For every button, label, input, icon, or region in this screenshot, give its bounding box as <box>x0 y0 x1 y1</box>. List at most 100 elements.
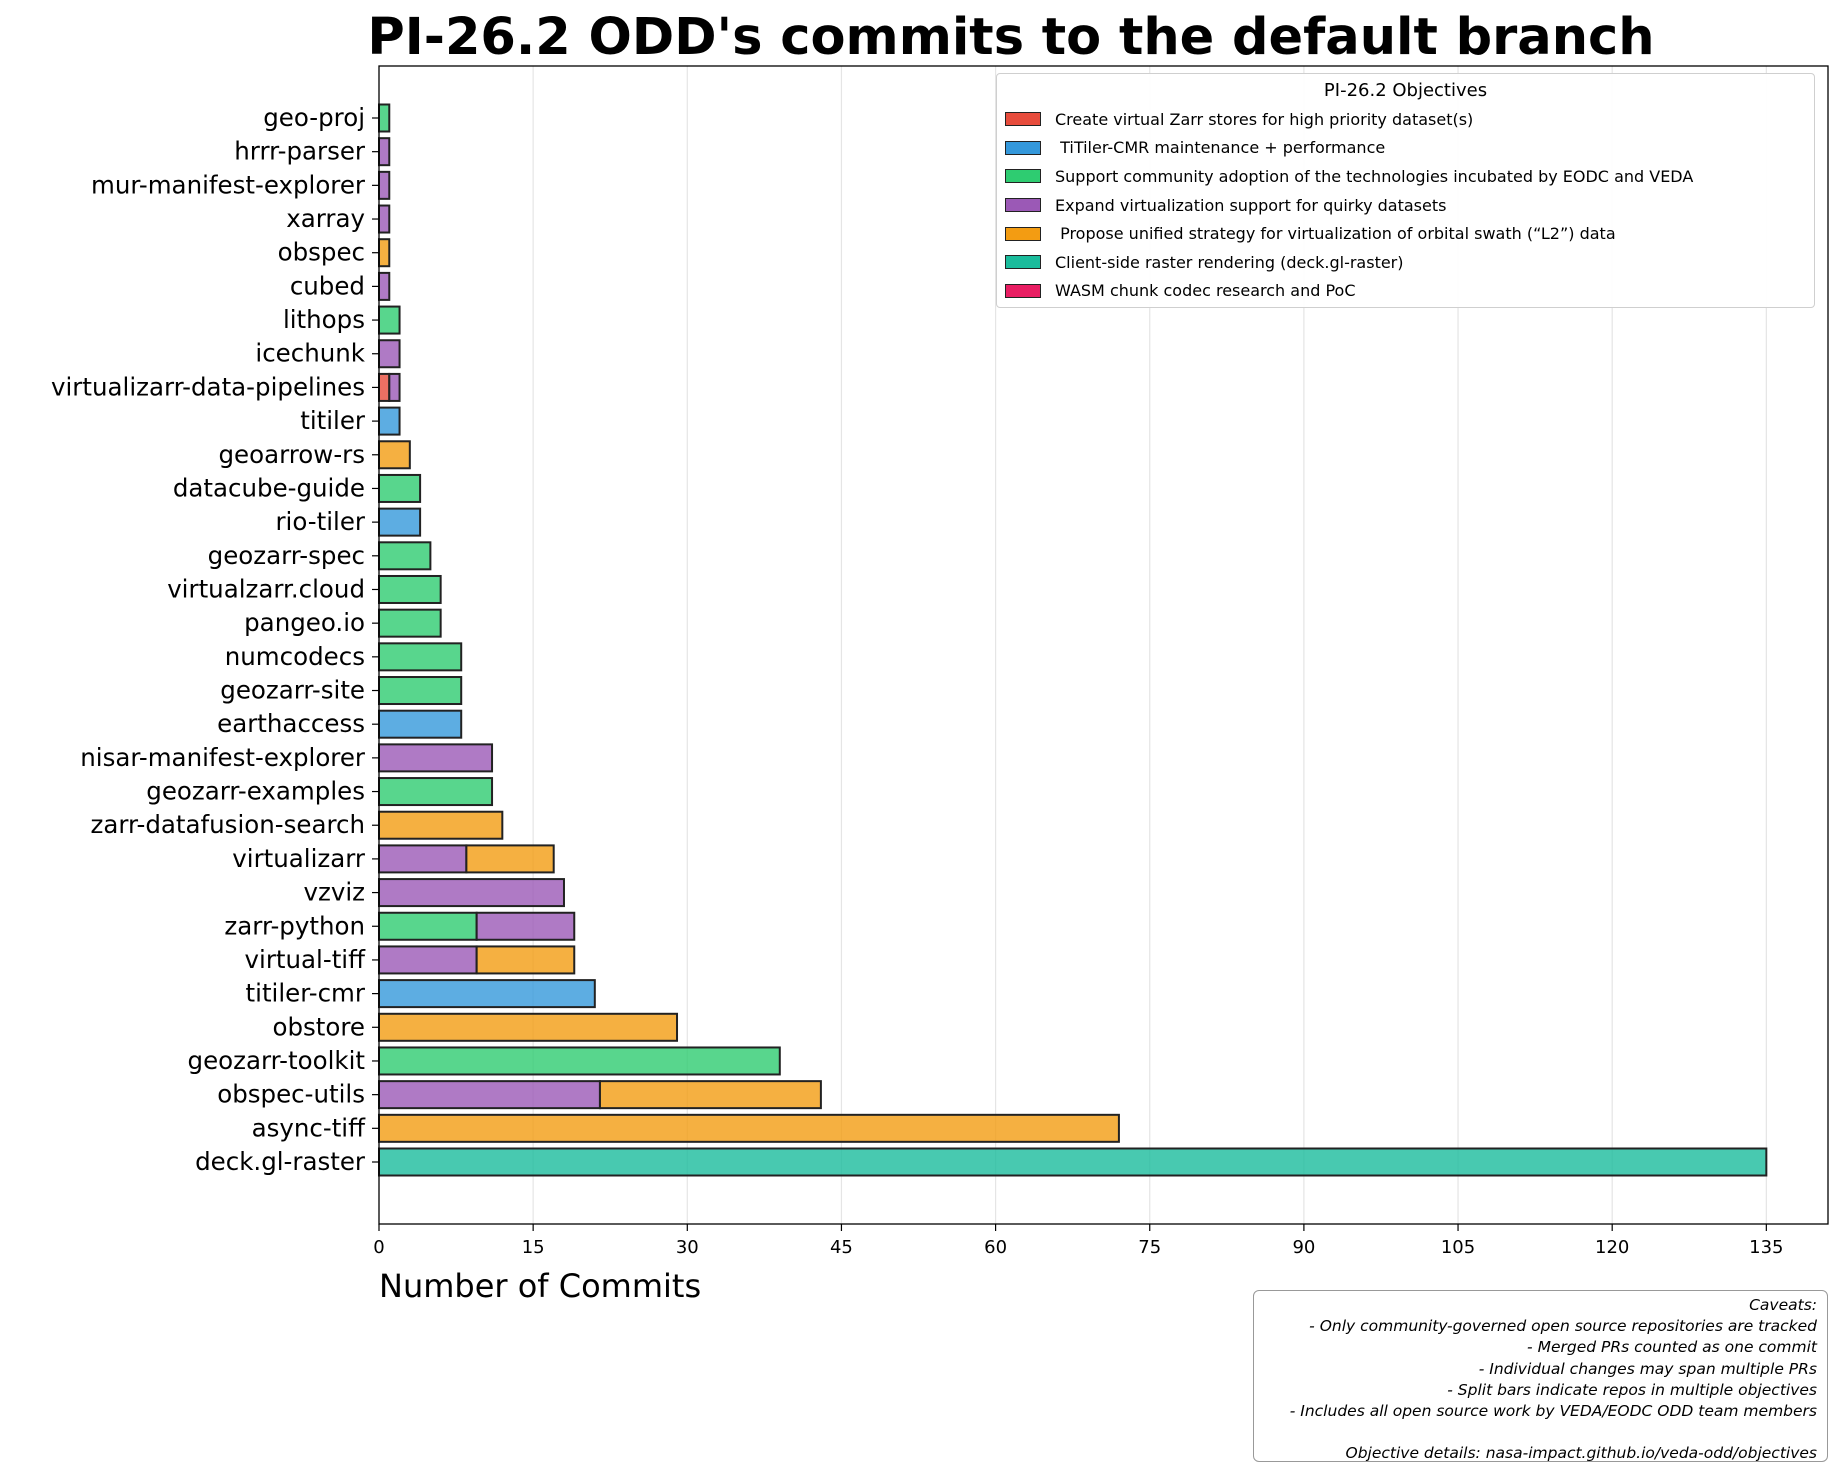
legend-label: Create virtual Zarr stores for high prio… <box>1055 109 1474 129</box>
bars <box>378 103 1768 1177</box>
legend-title: PI-26.2 Objectives <box>1323 80 1488 101</box>
x-tick-label: 90 <box>1292 1237 1315 1258</box>
y-tick-label: hrrr-parser <box>234 137 366 166</box>
bar-segment <box>378 507 422 537</box>
y-tick-label: virtualizarr-data-pipelines <box>51 372 365 401</box>
bar-segment <box>378 137 391 167</box>
y-tick-label: deck.gl-raster <box>195 1147 366 1176</box>
x-tick-label: 30 <box>676 1237 699 1258</box>
y-tick-label: datacube-guide <box>173 473 365 502</box>
y-tick-label: icechunk <box>255 339 365 368</box>
y-tick-label: geoarrow-rs <box>218 440 365 469</box>
bar-segment <box>378 170 391 200</box>
bar-segment <box>378 1080 601 1110</box>
x-tick-label: 15 <box>522 1237 545 1258</box>
bar-segment <box>378 979 596 1009</box>
legend-item: Client-side raster rendering (deck.gl-ra… <box>997 248 1814 277</box>
bar-segment <box>475 911 576 941</box>
legend-item: TiTiler-CMR maintenance + performance <box>997 134 1814 163</box>
bar-segment <box>378 339 401 369</box>
bar-segment <box>378 676 463 706</box>
bar-segment <box>378 709 463 739</box>
legend-swatch <box>1005 226 1041 241</box>
bar-segment <box>475 945 576 975</box>
y-tick-label: virtual-tiff <box>245 945 367 974</box>
x-tick-label: 0 <box>373 1237 384 1258</box>
legend-item: Expand virtualization support for quirky… <box>997 191 1814 220</box>
legend-label: Propose unified strategy for virtualizat… <box>1055 224 1616 244</box>
y-tick-label: rio-tiler <box>275 507 365 536</box>
caveat-line: - Includes all open source work by VEDA/… <box>1289 1402 1817 1421</box>
x-tick-label: 120 <box>1595 1237 1629 1258</box>
legend-label: TiTiler-CMR maintenance + performance <box>1055 138 1386 158</box>
bar-segment <box>378 1046 781 1076</box>
x-axis-label: Number of Commits <box>379 1267 701 1305</box>
y-tick-label: obstore <box>272 1012 365 1041</box>
bar-segment <box>388 372 401 402</box>
bar-segment <box>378 305 401 335</box>
y-tick-label: obspec-utils <box>217 1080 365 1109</box>
caveat-line: - Only community-governed open source re… <box>1309 1317 1817 1336</box>
x-tick-label: 60 <box>984 1237 1007 1258</box>
bar-segment <box>598 1080 822 1110</box>
y-tick-label: lithops <box>283 305 365 334</box>
y-tick-label: zarr-python <box>224 911 365 940</box>
caveat-line: - Individual changes may span multiple P… <box>1478 1359 1817 1378</box>
y-tick-label: pangeo.io <box>244 608 365 637</box>
bar-segment <box>378 810 504 840</box>
y-tick-label: earthaccess <box>217 709 365 738</box>
bar-segment <box>378 608 442 638</box>
caveat-line: - Split bars indicate repos in multiple … <box>1447 1380 1817 1399</box>
y-tick-label: geozarr-examples <box>146 777 365 806</box>
bar-segment <box>378 1147 1768 1177</box>
bar-segment <box>378 440 411 470</box>
y-tick-label: virtualzarr.cloud <box>167 574 365 603</box>
bar-segment <box>378 271 391 301</box>
bar-segment <box>465 844 555 874</box>
legend-swatch <box>1005 169 1041 184</box>
bar-segment <box>378 945 478 975</box>
legend-swatch <box>1005 112 1041 127</box>
bar-segment <box>378 777 494 807</box>
caveat-line: - Merged PRs counted as one commit <box>1527 1338 1817 1357</box>
y-tick-label: virtualizarr <box>232 844 366 873</box>
y-tick-label: titiler-cmr <box>246 979 366 1008</box>
x-tick-label: 135 <box>1749 1237 1783 1258</box>
bar-segment <box>378 473 422 503</box>
bar-segment <box>378 911 478 941</box>
legend-swatch <box>1005 198 1041 213</box>
bar-segment <box>378 1113 1120 1143</box>
legend-item: WASM chunk codec research and PoC <box>997 277 1814 306</box>
bar-segment <box>378 541 432 571</box>
y-tick-label: mur-manifest-explorer <box>91 170 366 199</box>
y-tick-label: titiler <box>300 406 366 435</box>
legend-label: WASM chunk codec research and PoC <box>1055 281 1356 301</box>
x-tick-label: 105 <box>1441 1237 1475 1258</box>
y-tick-label: vzviz <box>303 878 365 907</box>
x-axis-ticks: 0 15 30 45 60 75 90 105 120 135 <box>373 1224 1784 1258</box>
y-tick-label: cubed <box>290 271 365 300</box>
legend-label: Client-side raster rendering (deck.gl-ra… <box>1055 252 1404 272</box>
x-tick-label: 75 <box>1138 1237 1161 1258</box>
y-tick-label: geozarr-toolkit <box>188 1046 366 1075</box>
legend-swatch <box>1005 283 1041 298</box>
bar-segment <box>378 642 463 672</box>
bar-segment <box>378 238 391 268</box>
legend-item: Propose unified strategy for virtualizat… <box>997 219 1814 248</box>
y-tick-label: geozarr-spec <box>208 541 365 570</box>
legend-label: Expand virtualization support for quirky… <box>1055 195 1447 215</box>
y-axis-ticks: geo-proj hrrr-parser mur-manifest-explorer… <box>51 103 379 1176</box>
bar-segment <box>378 103 391 133</box>
bar-segment <box>378 406 401 436</box>
y-tick-label: numcodecs <box>225 642 365 671</box>
chart-title: PI-26.2 ODD's commits to the default bra… <box>367 8 1655 67</box>
caveat-line <box>1264 1422 1817 1443</box>
y-tick-label: async-tiff <box>252 1113 367 1142</box>
legend-item: Create virtual Zarr stores for high prio… <box>997 105 1814 134</box>
legend-item: Support community adoption of the techno… <box>997 162 1814 191</box>
bar-segment <box>378 372 391 402</box>
legend-label: Support community adoption of the techno… <box>1055 166 1694 186</box>
y-tick-label: nisar-manifest-explorer <box>80 743 366 772</box>
legend-items: Create virtual Zarr stores for high prio… <box>997 105 1814 305</box>
